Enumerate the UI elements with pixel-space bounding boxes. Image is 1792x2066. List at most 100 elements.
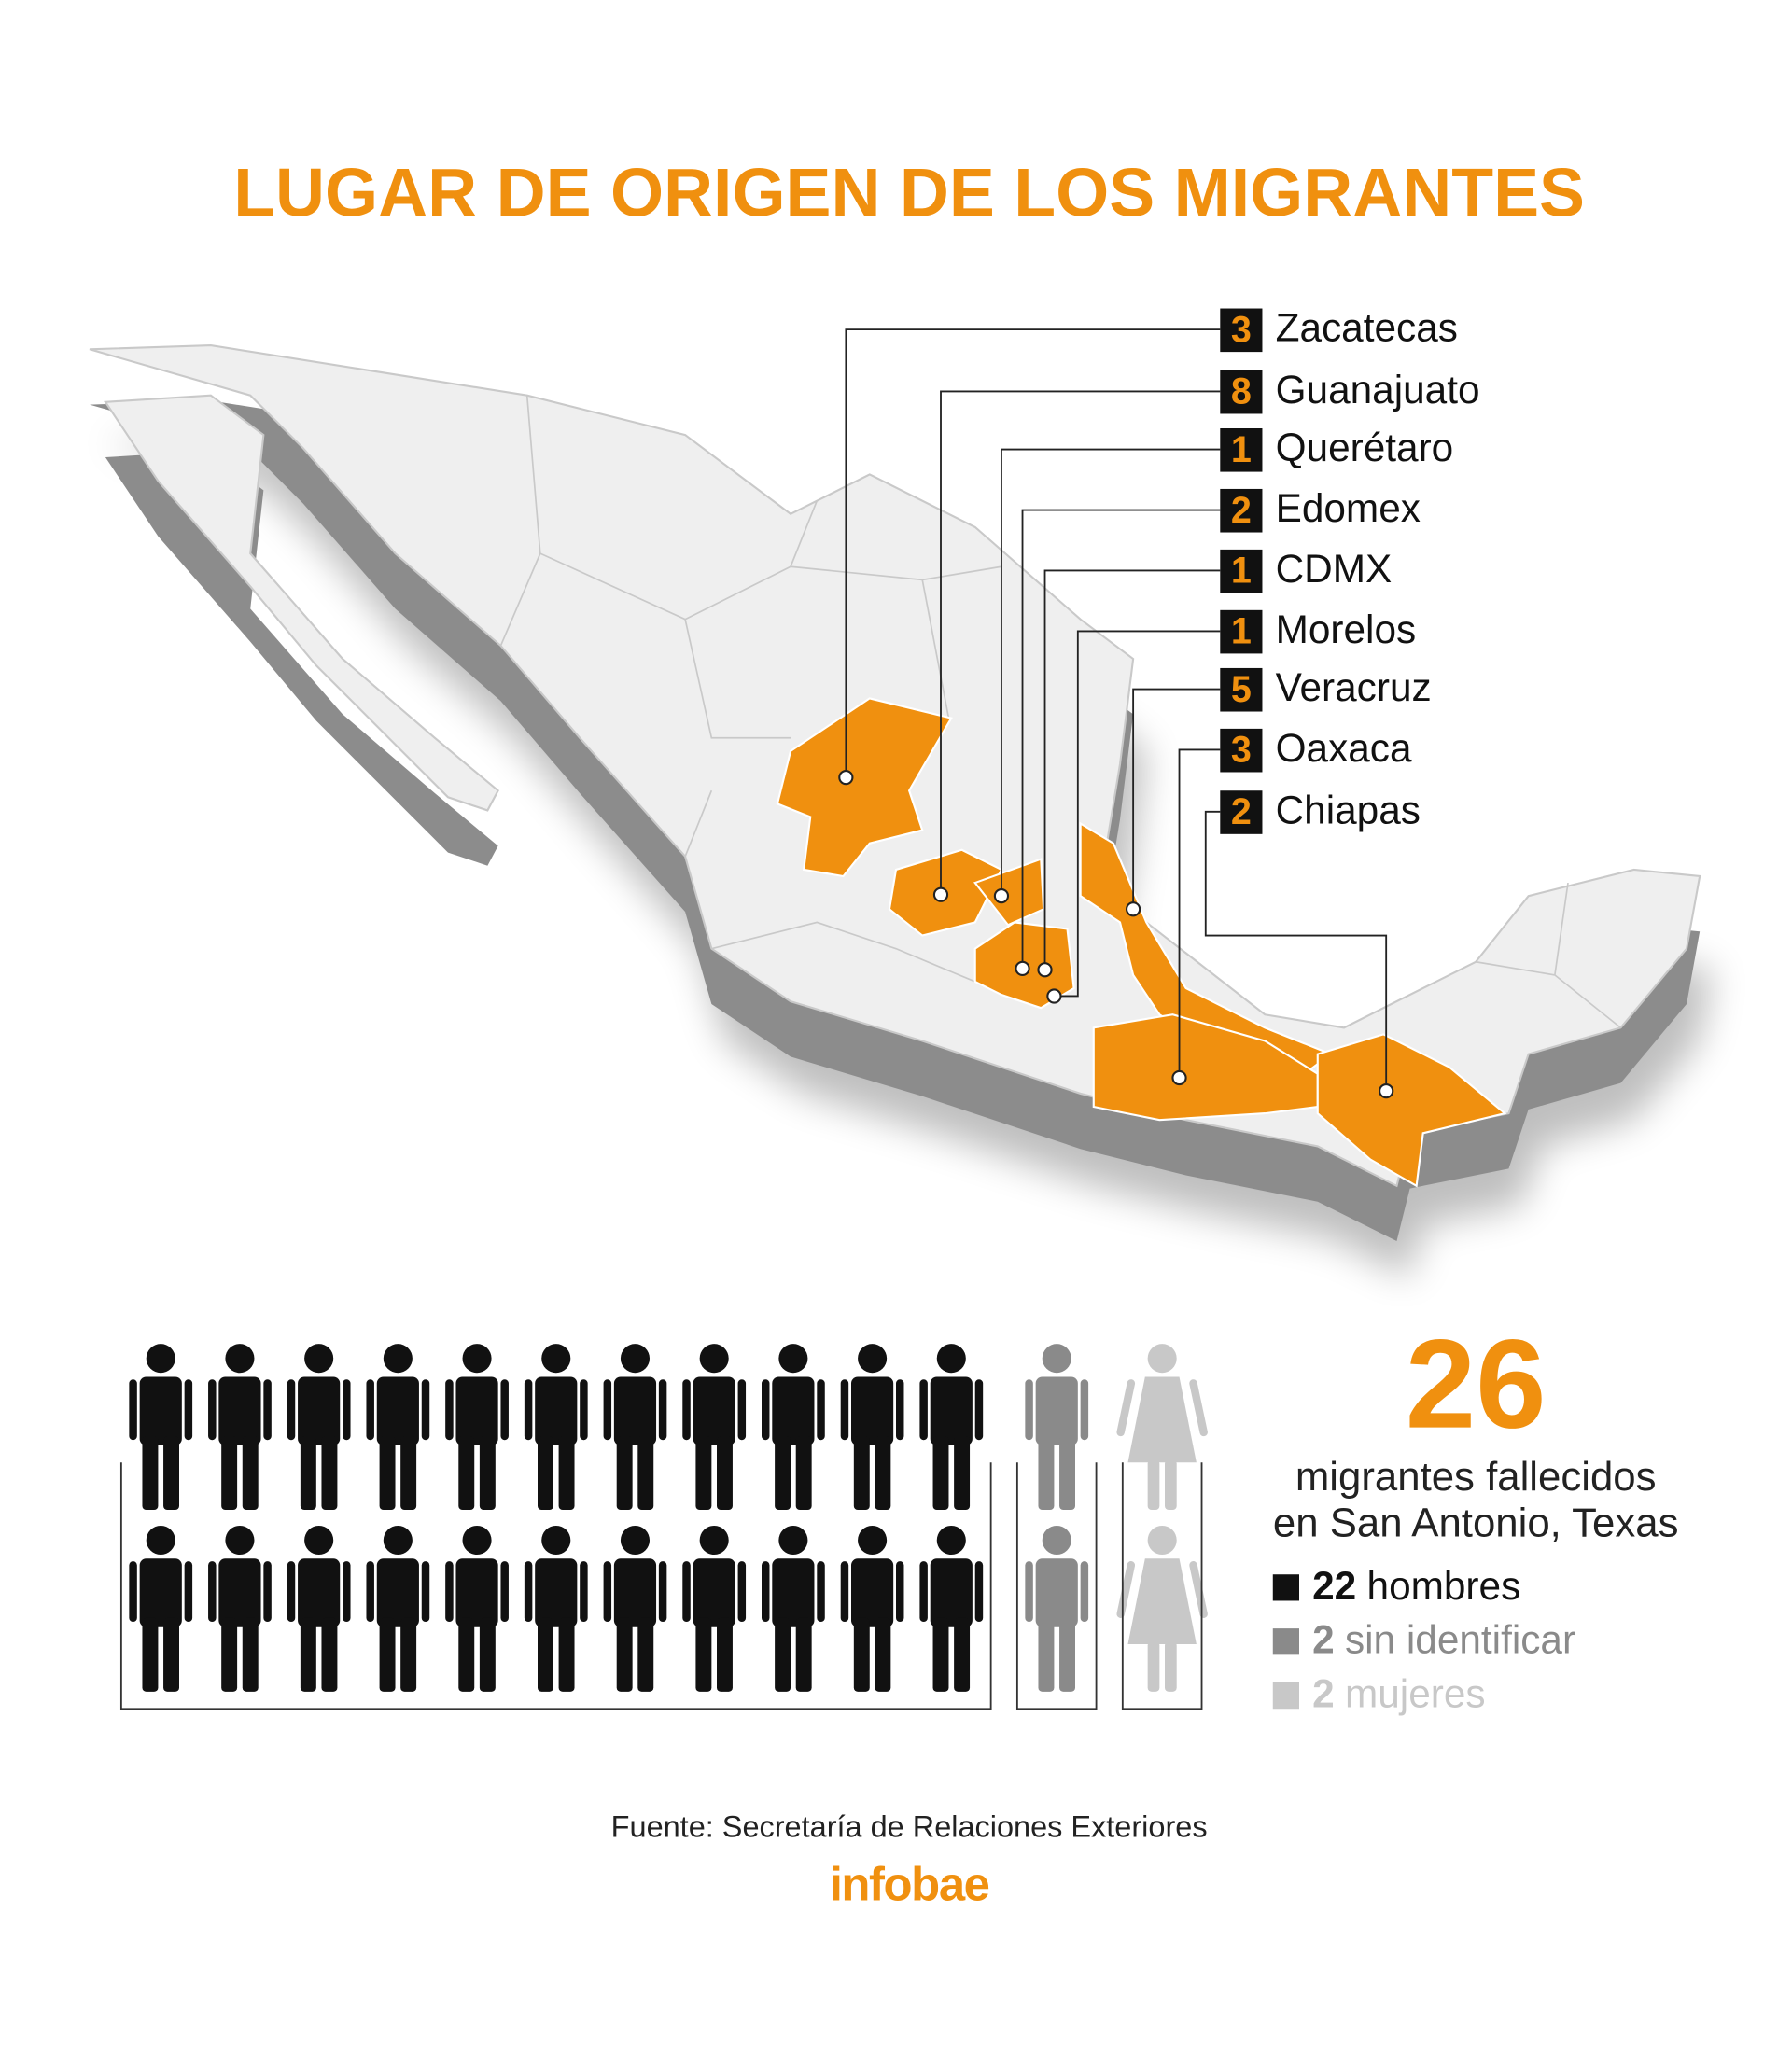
torso (1035, 1558, 1078, 1627)
leg (379, 1617, 396, 1692)
leg (221, 1617, 238, 1692)
arm (263, 1561, 272, 1623)
person-icon (445, 1526, 509, 1692)
legend-count: 2 (1312, 1618, 1335, 1662)
arm (974, 1379, 984, 1441)
person-icon (603, 1526, 667, 1692)
total-caption: migrantes fallecidos (1295, 1454, 1657, 1500)
legend-label: sin identificar (1345, 1618, 1575, 1662)
leg (1147, 1459, 1160, 1511)
arm (184, 1379, 193, 1441)
person-icon (129, 1344, 193, 1511)
head (620, 1526, 650, 1556)
legend-swatch (1272, 1628, 1299, 1655)
arm (366, 1561, 374, 1623)
person-icon (919, 1526, 984, 1692)
head (620, 1344, 650, 1374)
leg (400, 1617, 417, 1692)
state-count: 5 (1231, 669, 1252, 710)
state-count: 3 (1231, 730, 1252, 771)
state-name: Oaxaca (1276, 726, 1412, 770)
arm (682, 1561, 691, 1623)
legend-label: mujeres (1345, 1672, 1486, 1716)
torso (139, 1558, 182, 1627)
head (541, 1344, 571, 1374)
state-count: 3 (1231, 309, 1252, 350)
arm (580, 1561, 588, 1623)
source: Fuente: Secretaría de Relaciones Exterio… (611, 1809, 1208, 1843)
person-icon (762, 1344, 825, 1511)
leg (221, 1436, 238, 1511)
leg (242, 1617, 259, 1692)
person-icon (129, 1526, 193, 1692)
person-icon (208, 1526, 272, 1692)
arm (737, 1379, 747, 1441)
torso (218, 1558, 261, 1627)
arm (603, 1379, 612, 1441)
torso (930, 1558, 973, 1627)
head (462, 1526, 492, 1556)
head (1042, 1344, 1071, 1374)
torso (218, 1376, 261, 1445)
person-icon (287, 1344, 351, 1511)
head (858, 1344, 888, 1374)
head (1147, 1526, 1177, 1556)
legend-swatch (1272, 1682, 1299, 1710)
person-icon (287, 1526, 351, 1692)
leg (1059, 1436, 1075, 1511)
state-count: 1 (1231, 429, 1252, 470)
head (304, 1526, 334, 1556)
state-name: Querétaro (1276, 426, 1454, 469)
leg (458, 1436, 475, 1511)
arm (500, 1561, 509, 1623)
arm (208, 1561, 217, 1623)
group-bracket (119, 1462, 992, 1710)
leg (538, 1436, 553, 1511)
leg (875, 1436, 891, 1511)
person-icon (840, 1526, 904, 1692)
head (699, 1526, 729, 1556)
person-icon (1025, 1526, 1089, 1692)
arm (896, 1561, 904, 1623)
arm (737, 1561, 747, 1623)
head (225, 1344, 255, 1374)
leg (479, 1617, 496, 1692)
arm (603, 1561, 612, 1623)
arm (658, 1561, 667, 1623)
arm (263, 1379, 272, 1441)
torso (693, 1376, 735, 1445)
arm (840, 1379, 849, 1441)
leg (538, 1617, 553, 1692)
brand: infobae (830, 1858, 989, 1911)
leg (300, 1617, 316, 1692)
leg (853, 1436, 870, 1511)
leg (775, 1436, 791, 1511)
leg (558, 1436, 575, 1511)
arm (500, 1379, 509, 1441)
torso (613, 1376, 657, 1445)
person-icon (1116, 1344, 1208, 1511)
head (699, 1344, 729, 1374)
head (1042, 1526, 1071, 1556)
leg (458, 1617, 475, 1692)
arm (580, 1379, 588, 1441)
head (936, 1526, 966, 1556)
person-icon (208, 1344, 272, 1511)
arm (1116, 1379, 1136, 1437)
head (146, 1344, 175, 1374)
person-icon (366, 1526, 430, 1692)
leg (637, 1617, 654, 1692)
person-icon (524, 1344, 588, 1511)
arm (445, 1379, 454, 1441)
count-box (1220, 488, 1263, 533)
leg (321, 1617, 338, 1692)
arm (1025, 1379, 1033, 1441)
leg (616, 1436, 633, 1511)
torso (851, 1376, 894, 1445)
arm (919, 1379, 928, 1441)
head (225, 1526, 255, 1556)
state-name: Guanajuato (1276, 368, 1480, 412)
arm (1080, 1561, 1089, 1623)
torso (535, 1558, 578, 1627)
